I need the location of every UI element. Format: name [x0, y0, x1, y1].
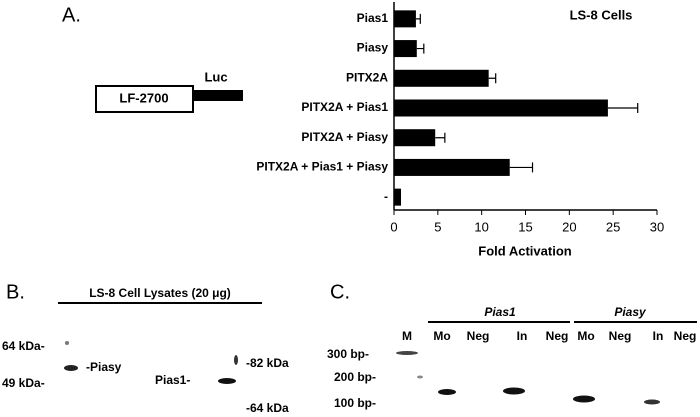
y-tick-label: -: [384, 189, 388, 203]
blot-title: LS-8 Cell Lysates (20 μg): [89, 286, 231, 300]
y-tick-label: PITX2A + Piasy: [301, 130, 388, 144]
bar: [394, 99, 608, 117]
bar: [394, 188, 402, 206]
bar: [394, 69, 489, 87]
lane-label: Neg: [546, 329, 569, 343]
band: [644, 399, 660, 405]
band: [573, 395, 595, 403]
y-tick-label: PITX2A: [346, 70, 388, 84]
band-label: -Piasy: [86, 360, 122, 374]
error-bar: [488, 73, 497, 84]
band: [396, 351, 418, 355]
error-bar: [509, 162, 534, 173]
lane-label: In: [653, 329, 664, 343]
lane-label: Neg: [609, 329, 632, 343]
promoter-label: LF-2700: [119, 90, 168, 105]
x-tick-label: 5: [434, 219, 441, 234]
marker-label: -82 kDa: [246, 356, 289, 370]
lane-label: In: [517, 329, 528, 343]
band: [234, 355, 238, 365]
bar: [394, 129, 436, 147]
marker-label: 64 kDa-: [2, 339, 45, 353]
lane-label: Neg: [467, 329, 490, 343]
band-label: Pias1-: [155, 373, 190, 387]
band: [64, 365, 78, 371]
band: [218, 378, 236, 384]
group-label: Pias1: [484, 305, 516, 319]
panel-label: B.: [6, 281, 25, 303]
bar: [394, 10, 416, 28]
bar: [394, 158, 510, 176]
lane-label: Neg: [674, 329, 697, 343]
panel-label: C.: [330, 281, 350, 303]
bar: [394, 40, 417, 58]
annotation: LS-8 Cells: [570, 7, 633, 22]
x-tick-label: 15: [518, 219, 532, 234]
marker-label: 300 bp-: [327, 347, 369, 361]
error-bar: [415, 13, 421, 24]
band: [503, 387, 525, 395]
band: [65, 341, 69, 345]
marker-label: 200 bp-: [334, 370, 376, 384]
x-tick-label: 0: [390, 219, 397, 234]
band: [438, 389, 456, 395]
y-tick-label: PITX2A + Pias1 + Piasy: [256, 160, 388, 174]
marker-label: 100 bp-: [334, 396, 376, 410]
lane-label: Mo: [433, 329, 450, 343]
error-bar: [416, 43, 425, 54]
x-tick-label: 10: [474, 219, 488, 234]
marker-label: -64 kDa: [246, 401, 289, 415]
x-tick-label: 25: [606, 219, 620, 234]
lane-label: M: [402, 329, 412, 343]
x-tick-label: 20: [562, 219, 576, 234]
reporter-label: Luc: [204, 69, 227, 84]
error-bar: [435, 132, 446, 143]
lane-label: Mo: [577, 329, 594, 343]
y-tick-label: PITX2A + Pias1: [301, 100, 388, 114]
marker-label: 49 kDa-: [2, 376, 45, 390]
y-tick-label: Piasy: [357, 41, 389, 55]
reporter-box: [193, 90, 243, 101]
x-axis-label: Fold Activation: [478, 243, 571, 258]
band: [417, 375, 423, 379]
x-tick-label: 30: [650, 219, 664, 234]
error-bar: [607, 103, 639, 113]
panel-label: A.: [62, 4, 81, 26]
promoter-box: [95, 85, 194, 113]
y-tick-label: Pias1: [357, 11, 389, 25]
group-label: Piasy: [614, 305, 647, 319]
